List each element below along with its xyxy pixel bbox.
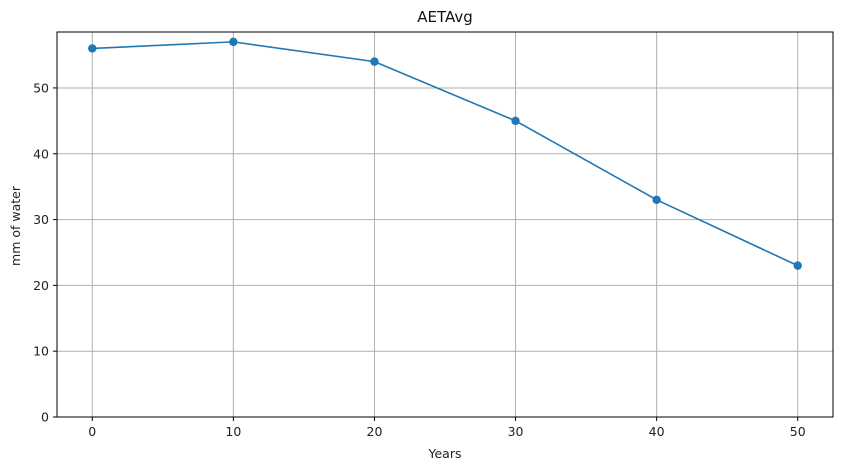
y-tick-label: 20: [33, 278, 49, 293]
x-tick-label: 50: [790, 424, 806, 439]
chart-title: AETAvg: [417, 8, 473, 26]
ticks: 0 10 20 30 40 50 0 10 20 30 40 50: [33, 80, 806, 439]
y-tick-label: 0: [41, 410, 49, 425]
data-point: [370, 57, 379, 66]
data-point: [511, 116, 520, 126]
series-layer: [88, 37, 802, 270]
data-point: [793, 261, 802, 270]
x-tick-label: 10: [225, 424, 241, 439]
x-tick-label: 40: [649, 424, 665, 439]
series-line: [92, 41, 799, 267]
x-axis-label: Years: [428, 446, 462, 461]
y-tick-label: 40: [33, 146, 49, 161]
x-tick-label: 20: [367, 424, 383, 439]
y-tick-label: 50: [33, 80, 49, 95]
y-axis-label: mm of water: [8, 185, 23, 266]
x-tick-label: 0: [88, 424, 96, 439]
data-point: [652, 195, 661, 205]
y-tick-label: 30: [33, 212, 49, 227]
grid: [57, 32, 833, 418]
x-tick-label: 30: [508, 424, 524, 439]
y-tick-label: 10: [33, 344, 49, 359]
plot-frame: [56, 31, 834, 418]
data-point: [229, 37, 238, 47]
data-point: [88, 44, 97, 53]
